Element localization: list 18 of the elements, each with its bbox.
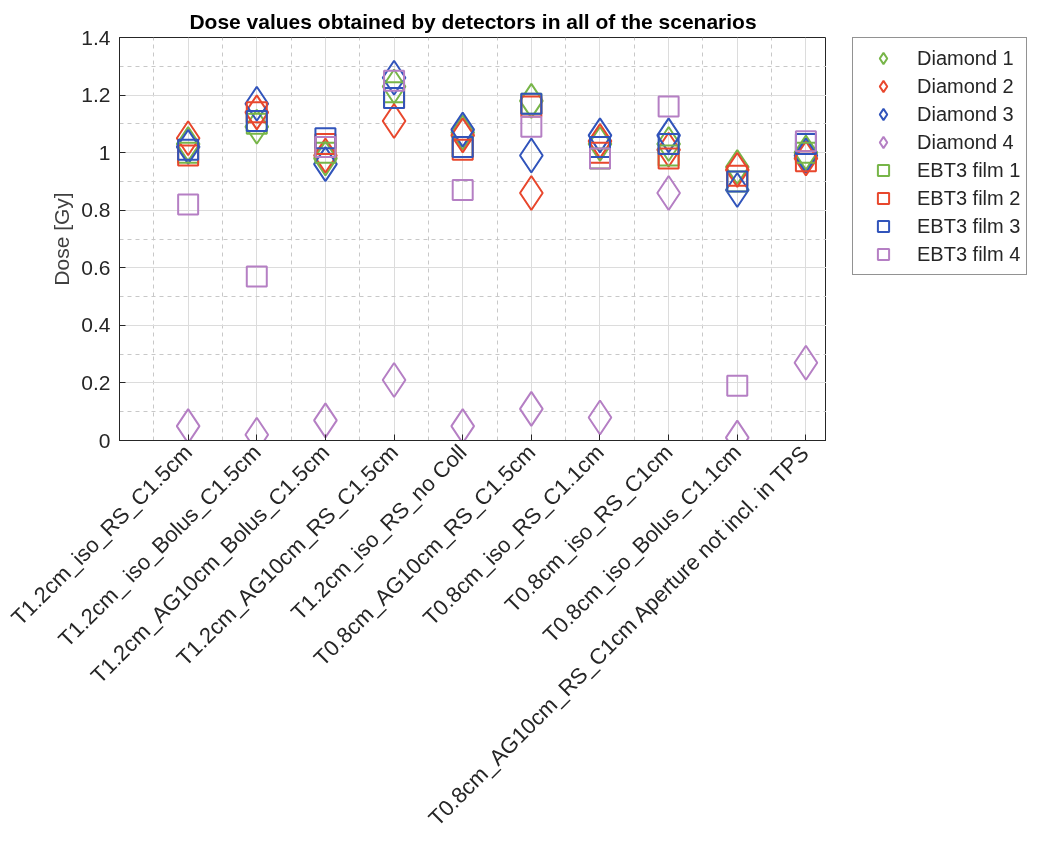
y-tick-label: 1.4: [81, 25, 111, 49]
y-tick-label: 0.6: [81, 255, 111, 279]
chart-title: Dose values obtained by detectors in all of the scenarios: [189, 9, 757, 33]
y-tick-label: 0: [98, 428, 111, 452]
legend-label: Diamond 2: [917, 73, 1014, 99]
legend-label: Diamond 3: [917, 101, 1014, 127]
y-tick-label: 1: [98, 140, 111, 164]
legend-label: Diamond 4: [917, 129, 1014, 155]
y-tick-label: 0.4: [81, 313, 111, 337]
y-tick-label: 0.2: [81, 370, 111, 394]
legend-label: EBT3 film 1: [917, 157, 1021, 183]
legend-label: EBT3 film 3: [917, 213, 1021, 239]
legend-label: Diamond 1: [917, 45, 1014, 71]
y-axis-title: Dose [Gy]: [50, 192, 74, 286]
legend-label: EBT3 film 2: [917, 185, 1021, 211]
y-tick-label: 1.2: [81, 83, 111, 107]
legend-label: EBT3 film 4: [917, 241, 1021, 267]
y-tick-label: 0.8: [81, 198, 111, 222]
